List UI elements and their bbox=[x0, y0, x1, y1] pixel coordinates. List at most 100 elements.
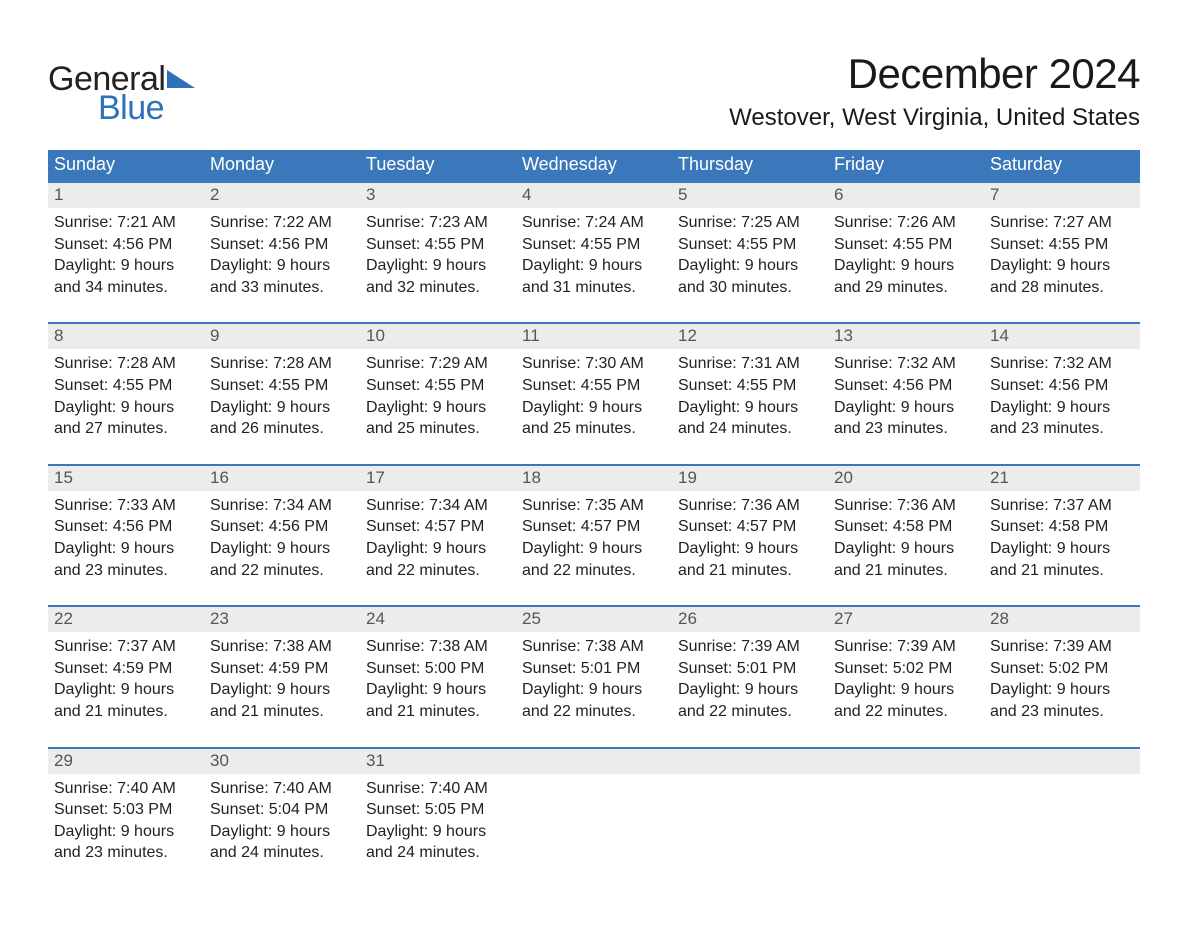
day-cell: 30Sunrise: 7:40 AMSunset: 5:04 PMDayligh… bbox=[204, 749, 360, 864]
day-cell: 16Sunrise: 7:34 AMSunset: 4:56 PMDayligh… bbox=[204, 466, 360, 581]
daylight-line-2: and 21 minutes. bbox=[990, 560, 1134, 582]
daylight-line-2: and 23 minutes. bbox=[834, 418, 978, 440]
sunrise-line: Sunrise: 7:28 AM bbox=[54, 353, 198, 375]
day-body: Sunrise: 7:29 AMSunset: 4:55 PMDaylight:… bbox=[360, 349, 516, 439]
sunrise-line: Sunrise: 7:32 AM bbox=[990, 353, 1134, 375]
daylight-line-1: Daylight: 9 hours bbox=[366, 255, 510, 277]
day-cell: 9Sunrise: 7:28 AMSunset: 4:55 PMDaylight… bbox=[204, 324, 360, 439]
sunrise-line: Sunrise: 7:23 AM bbox=[366, 212, 510, 234]
dow-cell: Wednesday bbox=[516, 150, 672, 181]
day-cell bbox=[672, 749, 828, 864]
day-number: 17 bbox=[360, 466, 516, 491]
day-body: Sunrise: 7:23 AMSunset: 4:55 PMDaylight:… bbox=[360, 208, 516, 298]
sunset-line: Sunset: 4:55 PM bbox=[366, 375, 510, 397]
sunset-line: Sunset: 4:55 PM bbox=[522, 375, 666, 397]
daylight-line-2: and 22 minutes. bbox=[522, 701, 666, 723]
daylight-line-1: Daylight: 9 hours bbox=[54, 679, 198, 701]
day-cell: 4Sunrise: 7:24 AMSunset: 4:55 PMDaylight… bbox=[516, 183, 672, 298]
sunset-line: Sunset: 5:03 PM bbox=[54, 799, 198, 821]
sunset-line: Sunset: 5:02 PM bbox=[990, 658, 1134, 680]
daylight-line-1: Daylight: 9 hours bbox=[834, 397, 978, 419]
daylight-line-1: Daylight: 9 hours bbox=[366, 538, 510, 560]
day-number: 15 bbox=[48, 466, 204, 491]
day-cell: 26Sunrise: 7:39 AMSunset: 5:01 PMDayligh… bbox=[672, 607, 828, 722]
daylight-line-2: and 22 minutes. bbox=[834, 701, 978, 723]
dow-cell: Sunday bbox=[48, 150, 204, 181]
day-number: 20 bbox=[828, 466, 984, 491]
day-body: Sunrise: 7:36 AMSunset: 4:57 PMDaylight:… bbox=[672, 491, 828, 581]
sunset-line: Sunset: 5:01 PM bbox=[522, 658, 666, 680]
day-body: Sunrise: 7:34 AMSunset: 4:56 PMDaylight:… bbox=[204, 491, 360, 581]
day-cell: 17Sunrise: 7:34 AMSunset: 4:57 PMDayligh… bbox=[360, 466, 516, 581]
sunrise-line: Sunrise: 7:37 AM bbox=[54, 636, 198, 658]
daylight-line-1: Daylight: 9 hours bbox=[54, 397, 198, 419]
daylight-line-2: and 33 minutes. bbox=[210, 277, 354, 299]
day-body: Sunrise: 7:33 AMSunset: 4:56 PMDaylight:… bbox=[48, 491, 204, 581]
daylight-line-1: Daylight: 9 hours bbox=[54, 821, 198, 843]
daylight-line-2: and 32 minutes. bbox=[366, 277, 510, 299]
day-number: 31 bbox=[360, 749, 516, 774]
sunset-line: Sunset: 4:55 PM bbox=[54, 375, 198, 397]
sunset-line: Sunset: 4:59 PM bbox=[210, 658, 354, 680]
daylight-line-1: Daylight: 9 hours bbox=[366, 679, 510, 701]
day-cell: 23Sunrise: 7:38 AMSunset: 4:59 PMDayligh… bbox=[204, 607, 360, 722]
day-cell: 15Sunrise: 7:33 AMSunset: 4:56 PMDayligh… bbox=[48, 466, 204, 581]
day-cell: 24Sunrise: 7:38 AMSunset: 5:00 PMDayligh… bbox=[360, 607, 516, 722]
day-cell: 10Sunrise: 7:29 AMSunset: 4:55 PMDayligh… bbox=[360, 324, 516, 439]
day-body: Sunrise: 7:30 AMSunset: 4:55 PMDaylight:… bbox=[516, 349, 672, 439]
sunrise-line: Sunrise: 7:34 AM bbox=[210, 495, 354, 517]
day-cell: 12Sunrise: 7:31 AMSunset: 4:55 PMDayligh… bbox=[672, 324, 828, 439]
daylight-line-1: Daylight: 9 hours bbox=[678, 679, 822, 701]
day-number: 26 bbox=[672, 607, 828, 632]
day-cell: 2Sunrise: 7:22 AMSunset: 4:56 PMDaylight… bbox=[204, 183, 360, 298]
daylight-line-2: and 22 minutes. bbox=[210, 560, 354, 582]
week-row: 8Sunrise: 7:28 AMSunset: 4:55 PMDaylight… bbox=[48, 322, 1140, 439]
day-body: Sunrise: 7:38 AMSunset: 5:00 PMDaylight:… bbox=[360, 632, 516, 722]
calendar-grid: SundayMondayTuesdayWednesdayThursdayFrid… bbox=[48, 150, 1140, 864]
daylight-line-1: Daylight: 9 hours bbox=[678, 538, 822, 560]
day-cell: 28Sunrise: 7:39 AMSunset: 5:02 PMDayligh… bbox=[984, 607, 1140, 722]
day-body: Sunrise: 7:31 AMSunset: 4:55 PMDaylight:… bbox=[672, 349, 828, 439]
daylight-line-2: and 26 minutes. bbox=[210, 418, 354, 440]
day-cell: 29Sunrise: 7:40 AMSunset: 5:03 PMDayligh… bbox=[48, 749, 204, 864]
day-number: 14 bbox=[984, 324, 1140, 349]
sunset-line: Sunset: 4:55 PM bbox=[678, 234, 822, 256]
daylight-line-1: Daylight: 9 hours bbox=[678, 255, 822, 277]
sunrise-line: Sunrise: 7:39 AM bbox=[834, 636, 978, 658]
day-number: 29 bbox=[48, 749, 204, 774]
brand-logo: General Blue bbox=[48, 60, 197, 128]
sunrise-line: Sunrise: 7:36 AM bbox=[834, 495, 978, 517]
day-cell bbox=[828, 749, 984, 864]
day-body: Sunrise: 7:40 AMSunset: 5:04 PMDaylight:… bbox=[204, 774, 360, 864]
day-body: Sunrise: 7:22 AMSunset: 4:56 PMDaylight:… bbox=[204, 208, 360, 298]
day-cell: 6Sunrise: 7:26 AMSunset: 4:55 PMDaylight… bbox=[828, 183, 984, 298]
day-body: Sunrise: 7:39 AMSunset: 5:01 PMDaylight:… bbox=[672, 632, 828, 722]
header: General Blue December 2024 Westover, Wes… bbox=[48, 30, 1140, 132]
daylight-line-2: and 21 minutes. bbox=[834, 560, 978, 582]
day-body: Sunrise: 7:28 AMSunset: 4:55 PMDaylight:… bbox=[48, 349, 204, 439]
day-cell: 21Sunrise: 7:37 AMSunset: 4:58 PMDayligh… bbox=[984, 466, 1140, 581]
empty-day-header bbox=[516, 749, 672, 774]
empty-day-header bbox=[828, 749, 984, 774]
day-number: 4 bbox=[516, 183, 672, 208]
day-number: 11 bbox=[516, 324, 672, 349]
sunset-line: Sunset: 4:56 PM bbox=[210, 516, 354, 538]
day-cell: 7Sunrise: 7:27 AMSunset: 4:55 PMDaylight… bbox=[984, 183, 1140, 298]
daylight-line-2: and 25 minutes. bbox=[522, 418, 666, 440]
sunrise-line: Sunrise: 7:39 AM bbox=[990, 636, 1134, 658]
day-number: 2 bbox=[204, 183, 360, 208]
sunrise-line: Sunrise: 7:38 AM bbox=[522, 636, 666, 658]
daylight-line-2: and 28 minutes. bbox=[990, 277, 1134, 299]
daylight-line-1: Daylight: 9 hours bbox=[366, 821, 510, 843]
sunrise-line: Sunrise: 7:21 AM bbox=[54, 212, 198, 234]
day-number: 12 bbox=[672, 324, 828, 349]
sunrise-line: Sunrise: 7:28 AM bbox=[210, 353, 354, 375]
daylight-line-1: Daylight: 9 hours bbox=[210, 538, 354, 560]
day-number: 13 bbox=[828, 324, 984, 349]
sunset-line: Sunset: 4:58 PM bbox=[990, 516, 1134, 538]
sunset-line: Sunset: 4:56 PM bbox=[210, 234, 354, 256]
sunrise-line: Sunrise: 7:36 AM bbox=[678, 495, 822, 517]
day-cell: 3Sunrise: 7:23 AMSunset: 4:55 PMDaylight… bbox=[360, 183, 516, 298]
day-cell: 14Sunrise: 7:32 AMSunset: 4:56 PMDayligh… bbox=[984, 324, 1140, 439]
empty-day-header bbox=[984, 749, 1140, 774]
